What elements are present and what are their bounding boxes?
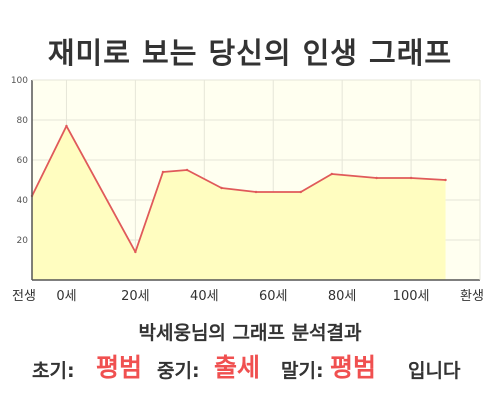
middle-label: 중기:: [157, 360, 200, 382]
y-tick-label: 20: [17, 236, 29, 246]
x-tick-label: 전생: [12, 289, 36, 304]
y-tick-label: 60: [17, 156, 29, 166]
data-point: [409, 176, 413, 180]
x-tick-label: 40세: [190, 289, 219, 304]
x-tick-label: 100세: [393, 289, 430, 304]
page-title: 재미로 보는 당신의 인생 그래프: [47, 36, 453, 70]
middle-value: 출세: [214, 353, 261, 382]
x-tick-label: 80세: [328, 289, 357, 304]
early-value: 평범: [96, 353, 143, 382]
result-summary: 초기: 평범 중기: 출세 말기: 평범 입니다: [0, 344, 500, 384]
series-line: [31, 125, 446, 253]
late-label: 말기:: [281, 360, 324, 382]
data-point: [185, 168, 189, 172]
data-point: [161, 170, 165, 174]
late-value: 평범: [330, 353, 377, 382]
y-tick-label: 100: [11, 76, 28, 86]
x-tick-label: 60세: [259, 289, 288, 304]
x-tick-label: 0세: [56, 289, 76, 304]
result-title: 박세웅님의 그래프 분석결과: [138, 322, 362, 344]
area-fill: [32, 126, 446, 280]
data-point: [65, 124, 68, 128]
early-label: 초기:: [32, 360, 75, 382]
data-point: [330, 172, 334, 176]
result-suffix: 입니다: [408, 360, 461, 382]
data-point: [254, 190, 258, 194]
x-tick-label: 20세: [121, 289, 150, 304]
life-graph-chart: 20 40 60 80 100 전생 0세 20세 40세 60세 80세 100세 환생: [11, 76, 484, 304]
data-point: [220, 186, 223, 190]
data-point: [444, 178, 447, 182]
y-tick-label: 40: [17, 196, 29, 206]
data-point: [375, 176, 378, 180]
x-tick-label: 환생: [460, 289, 484, 304]
data-point: [299, 190, 302, 194]
data-point: [134, 250, 137, 254]
y-tick-label: 80: [17, 116, 29, 126]
